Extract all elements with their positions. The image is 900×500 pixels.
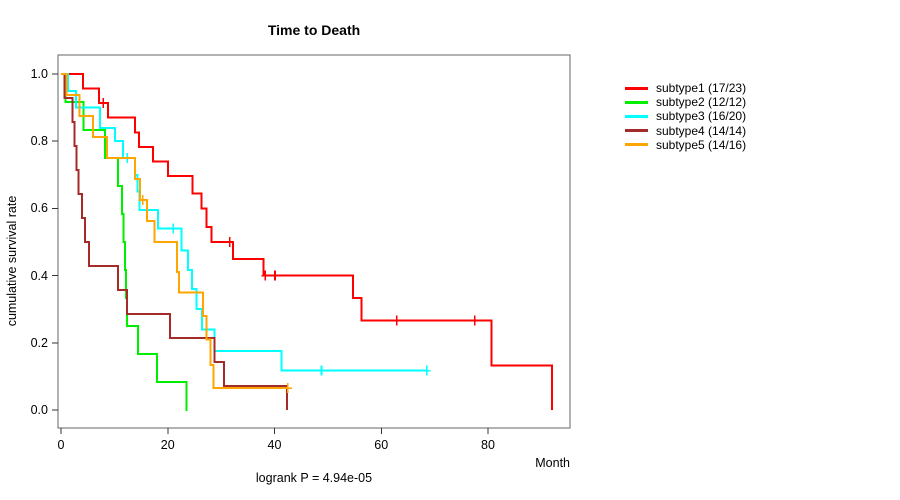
y-tick-label: 0.2 <box>30 335 48 350</box>
y-tick-label: 0.6 <box>30 201 48 216</box>
chart-title: Time to Death <box>267 22 361 38</box>
legend-label: subtype1 (17/23) <box>656 81 747 96</box>
legend: subtype1 (17/23) subtype2 (12/12) subtype3… <box>625 81 746 152</box>
survival-curve <box>61 73 554 410</box>
legend-item: subtype3 (16/20) <box>625 109 746 123</box>
y-tick-label: 0.0 <box>30 403 48 417</box>
x-axis-title: Month <box>535 456 570 470</box>
y-tick-label: 1.0 <box>30 67 48 81</box>
legend-label: subtype2 (12/12) <box>656 95 747 110</box>
survival-curve <box>61 73 188 411</box>
legend-line-swatch <box>625 129 648 133</box>
legend-item: subtype2 (12/12) <box>625 95 746 109</box>
legend-item: subtype4 (14/14) <box>625 124 746 138</box>
legend-line-swatch <box>625 143 648 147</box>
plot-box <box>57 54 571 429</box>
legend-label: subtype4 (14/14) <box>656 123 747 138</box>
legend-label: subtype5 (14/16) <box>656 137 747 152</box>
x-tick-label: 80 <box>481 438 495 452</box>
x-tick-label: 0 <box>57 438 65 452</box>
survival-curve <box>61 73 288 410</box>
survival-curve <box>61 73 427 372</box>
legend-line-swatch <box>625 100 648 104</box>
logrank-pvalue: logrank P = 4.94e-05 <box>255 471 373 485</box>
legend-item: subtype1 (17/23) <box>625 81 746 95</box>
y-tick-label: 0.4 <box>30 268 48 283</box>
x-tick-label: 20 <box>160 438 175 452</box>
legend-line-swatch <box>625 86 648 90</box>
y-tick-label: 0.8 <box>30 134 48 149</box>
x-tick-label: 60 <box>374 438 389 452</box>
legend-label: subtype3 (16/20) <box>656 109 747 124</box>
legend-item: subtype5 (14/16) <box>625 138 746 152</box>
legend-line-swatch <box>625 114 648 118</box>
x-tick-label: 40 <box>267 438 282 452</box>
survival-curve <box>61 73 288 390</box>
